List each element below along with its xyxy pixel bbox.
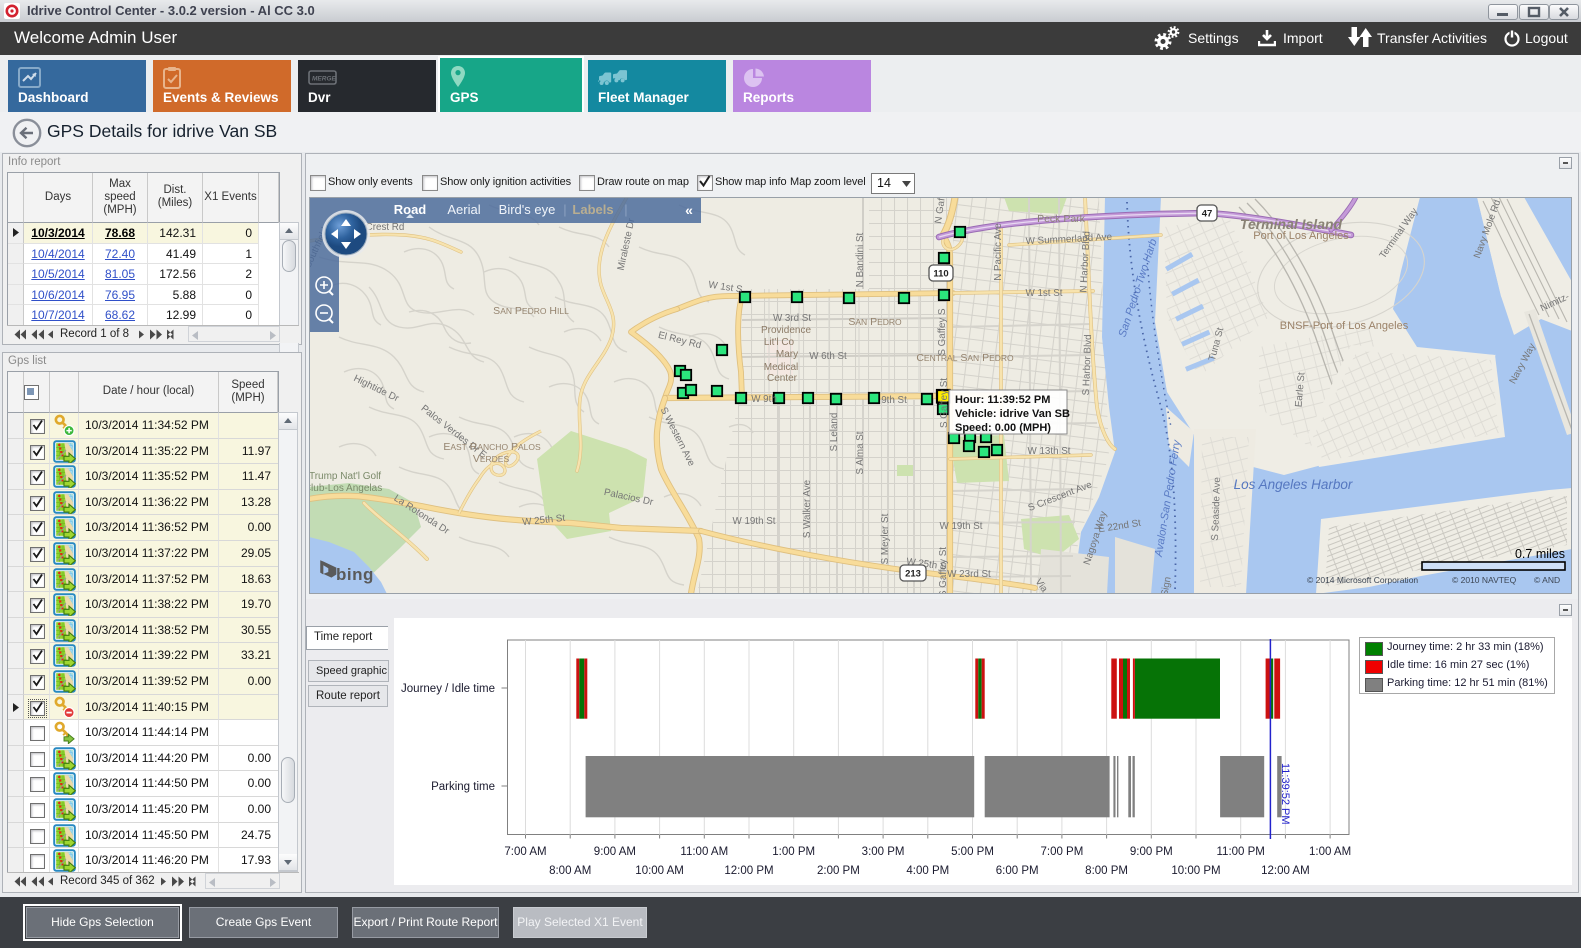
svg-text:3:00 PM: 3:00 PM <box>862 846 905 858</box>
svg-text:Bird's eye: Bird's eye <box>499 202 556 217</box>
svg-text:Crest Rd: Crest Rd <box>366 222 405 233</box>
svg-text:© AND: © AND <box>1534 575 1560 585</box>
svg-text:Vehicle: idrive Van SB: Vehicle: idrive Van SB <box>955 408 1070 420</box>
svg-text:Club-Los Angelas: Club-Los Angelas <box>309 483 382 494</box>
svg-text:W 19th St: W 19th St <box>732 516 775 527</box>
svg-text:1:00 PM: 1:00 PM <box>772 846 815 858</box>
svg-text:8:00 AM: 8:00 AM <box>549 865 591 877</box>
svg-text:BNSF-Port of Los Angeles: BNSF-Port of Los Angeles <box>1280 320 1409 332</box>
svg-text:N Bandini St: N Bandini St <box>855 232 866 287</box>
svg-text:W 19th St: W 19th St <box>939 521 982 532</box>
svg-text:W 1st S: W 1st S <box>708 279 744 295</box>
svg-text:W 1st St: W 1st St <box>1025 288 1062 299</box>
svg-text:N Harbor Blvd: N Harbor Blvd <box>1078 231 1092 293</box>
svg-text:Medical: Medical <box>764 362 798 373</box>
svg-text:10:00 PM: 10:00 PM <box>1171 865 1220 877</box>
svg-text:S Gaffey S: S Gaffey S <box>937 308 948 356</box>
svg-text:Trump Nat'l Golf: Trump Nat'l Golf <box>309 471 381 482</box>
svg-text:Sign: Sign <box>1159 576 1173 594</box>
svg-text:Speed: 0.00 (MPH): Speed: 0.00 (MPH) <box>955 422 1051 434</box>
svg-text:Los Angeles Harbor: Los Angeles Harbor <box>1234 477 1353 492</box>
svg-text:7:00 AM: 7:00 AM <box>504 846 546 858</box>
svg-text:Peck Park: Peck Park <box>1037 213 1086 225</box>
svg-text:© 2010 NAVTEQ: © 2010 NAVTEQ <box>1452 575 1517 585</box>
svg-text:S Gaffey St: S Gaffey St <box>938 547 949 594</box>
svg-text:Earle St: Earle St <box>1294 372 1308 408</box>
svg-text:2:00 PM: 2:00 PM <box>817 865 860 877</box>
svg-text:12:00 AM: 12:00 AM <box>1261 865 1310 877</box>
svg-text:9:00 PM: 9:00 PM <box>1130 846 1173 858</box>
svg-text:VERDES: VERDES <box>473 453 510 465</box>
svg-text:MERGE: MERGE <box>312 76 337 83</box>
svg-text:Mary: Mary <box>776 349 798 360</box>
svg-text:S Alma St: S Alma St <box>855 431 866 474</box>
svg-text:bing: bing <box>336 565 374 584</box>
svg-text:N Pacific Ave: N Pacific Ave <box>993 223 1004 281</box>
svg-text:7:00 PM: 7:00 PM <box>1040 846 1083 858</box>
svg-text:Lit'l Co: Lit'l Co <box>764 337 795 348</box>
svg-text:10:00 AM: 10:00 AM <box>635 865 684 877</box>
svg-text:0.7 miles: 0.7 miles <box>1515 547 1565 561</box>
svg-text:9th St: 9th St <box>881 395 907 406</box>
svg-text:110: 110 <box>933 269 948 280</box>
svg-text:11:00 AM: 11:00 AM <box>680 846 728 858</box>
svg-text:W 23rd St: W 23rd St <box>947 569 991 580</box>
svg-text:S Leland: S Leland <box>829 413 840 452</box>
svg-text:Parking time: Parking time <box>431 781 495 793</box>
svg-text:S Harbor Blvd: S Harbor Blvd <box>1081 334 1094 395</box>
svg-text:Road: Road <box>394 202 427 217</box>
svg-text:Journey / Idle time: Journey / Idle time <box>401 683 495 695</box>
svg-text:11:00 PM: 11:00 PM <box>1217 846 1265 858</box>
svg-text:|: | <box>563 202 566 217</box>
svg-text:Terminal Island: Terminal Island <box>1240 216 1343 232</box>
svg-text:N Gaff: N Gaff <box>933 197 948 224</box>
svg-text:W 3rd St: W 3rd St <box>773 313 811 324</box>
svg-text:W Summerland Ave: W Summerland Ave <box>1025 232 1112 248</box>
svg-text:5:00 PM: 5:00 PM <box>951 846 994 858</box>
svg-text:W 13th St: W 13th St <box>1027 446 1070 457</box>
svg-text:S Gaffey St: S Gaffey St <box>939 378 950 428</box>
svg-text:1:00 AM: 1:00 AM <box>1309 846 1351 858</box>
svg-text:S Walker Ave: S Walker Ave <box>802 479 813 538</box>
svg-text:W 9th: W 9th <box>751 394 777 405</box>
svg-text:S Meyler St: S Meyler St <box>880 513 891 564</box>
svg-text:SAN PEDRO HILL: SAN PEDRO HILL <box>493 305 569 317</box>
svg-text:Port of Los Angeles: Port of Los Angeles <box>1253 230 1349 242</box>
svg-text:Center: Center <box>767 373 798 384</box>
svg-text:SAN PEDRO: SAN PEDRO <box>848 316 902 328</box>
svg-text:CENTRAL SAN PEDRO: CENTRAL SAN PEDRO <box>916 352 1014 364</box>
svg-text:4:00 PM: 4:00 PM <box>906 865 949 877</box>
svg-text:|: | <box>624 202 627 217</box>
svg-text:213: 213 <box>905 569 921 580</box>
svg-text:47: 47 <box>1202 209 1213 220</box>
svg-text:«: « <box>685 202 693 218</box>
svg-text:Aerial: Aerial <box>447 202 480 217</box>
svg-text:11:39:52 PM: 11:39:52 PM <box>1279 763 1291 825</box>
svg-text:© 2014 Microsoft Corporation: © 2014 Microsoft Corporation <box>1307 575 1418 585</box>
svg-text:EAST RANCHO PALOS: EAST RANCHO PALOS <box>443 441 541 453</box>
svg-text:Hour: 11:39:52 PM: Hour: 11:39:52 PM <box>955 394 1050 406</box>
svg-text:9:00 AM: 9:00 AM <box>594 846 636 858</box>
svg-text:W 6th St: W 6th St <box>809 351 847 362</box>
svg-text:S Seaside Ave: S Seaside Ave <box>1210 476 1223 540</box>
svg-text:6:00 PM: 6:00 PM <box>996 865 1039 877</box>
svg-text:8:00 PM: 8:00 PM <box>1085 865 1128 877</box>
svg-text:Providence: Providence <box>761 325 811 336</box>
svg-text:Labels: Labels <box>572 202 613 217</box>
svg-text:12:00 PM: 12:00 PM <box>724 865 773 877</box>
svg-text:W 25th St: W 25th St <box>522 513 566 528</box>
